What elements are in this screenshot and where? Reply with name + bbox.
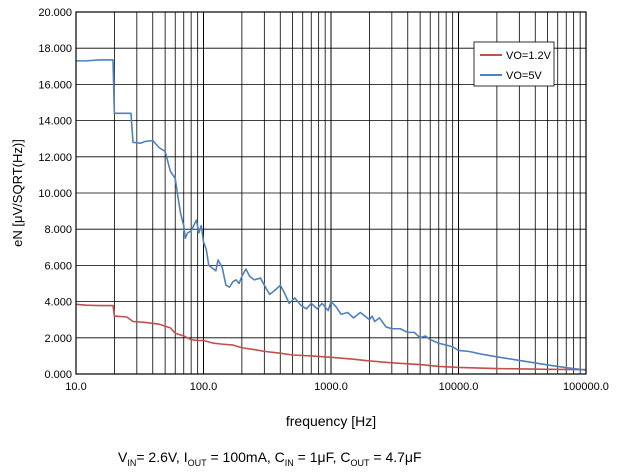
y-tick-label: 20.000: [38, 7, 72, 19]
series-lines: [75, 59, 587, 371]
y-tick-label: 14.000: [38, 116, 72, 128]
series-line-vo-1-2v: [75, 303, 587, 371]
x-tick-label: 10.0: [65, 381, 86, 393]
y-tick-label: 4.000: [44, 297, 72, 309]
y-tick-labels: 0.000 2.000 4.000 6.000 8.000 10.000 12.000 14.…: [38, 7, 72, 381]
x-tick-label: 10000.0: [439, 381, 479, 393]
plot-area-frame: [75, 11, 587, 375]
y-tick-label: 16.000: [38, 79, 72, 91]
x-tick-label: 100000.0: [563, 381, 609, 393]
y-tick-label: 8.000: [44, 224, 72, 236]
caption-text: = 100mA, C: [206, 449, 285, 465]
x-axis-label: frequency [Hz]: [286, 413, 376, 429]
x-tick-labels: 10.0 100.0 1000.0 10000.0 100000.0: [65, 381, 609, 393]
caption-subscript: OUT: [187, 457, 207, 468]
caption-subscript: IN: [127, 457, 137, 468]
y-tick-label: 10.000: [38, 188, 72, 200]
y-tick-label: 18.000: [38, 43, 72, 55]
test-conditions-note: VIN= 2.6V, IOUT = 100mA, CIN = 1μF, COUT…: [118, 449, 422, 468]
y-tick-label: 0.000: [44, 369, 72, 381]
series-line-vo-5v: [76, 59, 587, 371]
legend: VO=1.2V VO=5V: [473, 41, 555, 87]
caption-text: = 1μF, C: [293, 449, 351, 465]
y-tick-label: 6.000: [44, 260, 72, 272]
x-tick-label: 1000.0: [314, 381, 348, 393]
y-tick-label: 2.000: [44, 333, 72, 345]
y-tick-label: 12.000: [38, 152, 72, 164]
caption-subscript: OUT: [350, 457, 370, 468]
caption-subscript: IN: [284, 457, 294, 468]
legend-box: [473, 41, 555, 87]
legend-label: VO=1.2V: [506, 50, 552, 62]
caption-text: = 2.6V, I: [136, 449, 188, 465]
x-tick-label: 100.0: [190, 381, 218, 393]
y-axis-label: eN [μV/SQRT(Hz)]: [10, 139, 25, 247]
caption-text: = 4.7μF: [369, 449, 422, 465]
caption-text: V: [118, 449, 128, 465]
legend-label: VO=5V: [506, 70, 542, 82]
